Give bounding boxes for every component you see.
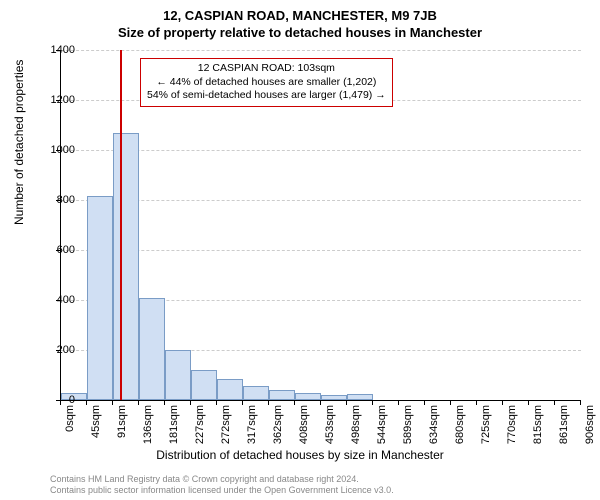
xtick-mark [320, 400, 321, 405]
histogram-bar [321, 395, 347, 401]
histogram-bar [243, 386, 269, 400]
xtick-mark [164, 400, 165, 405]
ytick-label: 600 [35, 244, 75, 256]
xtick-label: 680sqm [454, 405, 466, 444]
histogram-bar [139, 298, 165, 401]
footer: Contains HM Land Registry data © Crown c… [50, 474, 394, 496]
y-axis-label: Number of detached properties [12, 60, 26, 225]
annotation-box: 12 CASPIAN ROAD: 103sqm ← 44% of detache… [140, 58, 393, 107]
xtick-label: 725sqm [480, 405, 492, 444]
ytick-label: 0 [35, 394, 75, 406]
xtick-label: 498sqm [350, 405, 362, 444]
annotation-line3: 54% of semi-detached houses are larger (… [147, 89, 386, 103]
histogram-bar [217, 379, 243, 400]
histogram-bar [191, 370, 217, 400]
xtick-mark [268, 400, 269, 405]
annotation-line1: 12 CASPIAN ROAD: 103sqm [147, 62, 386, 76]
xtick-mark [554, 400, 555, 405]
gridline [61, 50, 581, 51]
xtick-label: 815sqm [532, 405, 544, 444]
xtick-mark [190, 400, 191, 405]
xtick-label: 634sqm [428, 405, 440, 444]
footer-line2: Contains public sector information licen… [50, 485, 394, 496]
ytick-label: 400 [35, 294, 75, 306]
xtick-mark [242, 400, 243, 405]
xtick-mark [424, 400, 425, 405]
ytick-label: 800 [35, 194, 75, 206]
ytick-label: 1400 [35, 44, 75, 56]
xtick-mark [450, 400, 451, 405]
gridline [61, 250, 581, 251]
xtick-label: 408sqm [298, 405, 310, 444]
xtick-label: 181sqm [168, 405, 180, 444]
histogram-bar [295, 393, 321, 401]
xtick-mark [294, 400, 295, 405]
xtick-mark [528, 400, 529, 405]
xtick-label: 906sqm [584, 405, 596, 444]
histogram-bar [87, 196, 113, 400]
xtick-mark [502, 400, 503, 405]
chart-title-line2: Size of property relative to detached ho… [0, 23, 600, 40]
ytick-label: 200 [35, 344, 75, 356]
gridline [61, 200, 581, 201]
xtick-mark [398, 400, 399, 405]
xtick-label: 0sqm [64, 405, 76, 432]
histogram-bar [269, 390, 295, 400]
xtick-mark [372, 400, 373, 405]
histogram-bar [113, 133, 139, 401]
chart-title-line1: 12, CASPIAN ROAD, MANCHESTER, M9 7JB [0, 0, 600, 23]
footer-line1: Contains HM Land Registry data © Crown c… [50, 474, 394, 485]
xtick-mark [476, 400, 477, 405]
xtick-label: 544sqm [376, 405, 388, 444]
x-axis-label: Distribution of detached houses by size … [0, 448, 600, 462]
annotation-line2: ← 44% of detached houses are smaller (1,… [147, 76, 386, 90]
gridline [61, 150, 581, 151]
xtick-mark [580, 400, 581, 405]
xtick-label: 453sqm [324, 405, 336, 444]
histogram-bar [347, 394, 373, 400]
xtick-mark [346, 400, 347, 405]
xtick-label: 227sqm [194, 405, 206, 444]
plot-area: 12 CASPIAN ROAD: 103sqm ← 44% of detache… [60, 50, 580, 400]
xtick-label: 589sqm [402, 405, 414, 444]
xtick-mark [112, 400, 113, 405]
xtick-mark [86, 400, 87, 405]
xtick-label: 770sqm [506, 405, 518, 444]
xtick-label: 45sqm [90, 405, 102, 438]
marker-line [120, 50, 122, 400]
xtick-label: 317sqm [246, 405, 258, 444]
ytick-label: 1000 [35, 144, 75, 156]
xtick-mark [216, 400, 217, 405]
xtick-mark [138, 400, 139, 405]
xtick-label: 861sqm [558, 405, 570, 444]
xtick-label: 272sqm [220, 405, 232, 444]
xtick-label: 362sqm [272, 405, 284, 444]
histogram-bar [165, 350, 191, 400]
ytick-label: 1200 [35, 94, 75, 106]
xtick-label: 136sqm [142, 405, 154, 444]
chart-container: 12, CASPIAN ROAD, MANCHESTER, M9 7JB Siz… [0, 0, 600, 500]
xtick-label: 91sqm [116, 405, 128, 438]
